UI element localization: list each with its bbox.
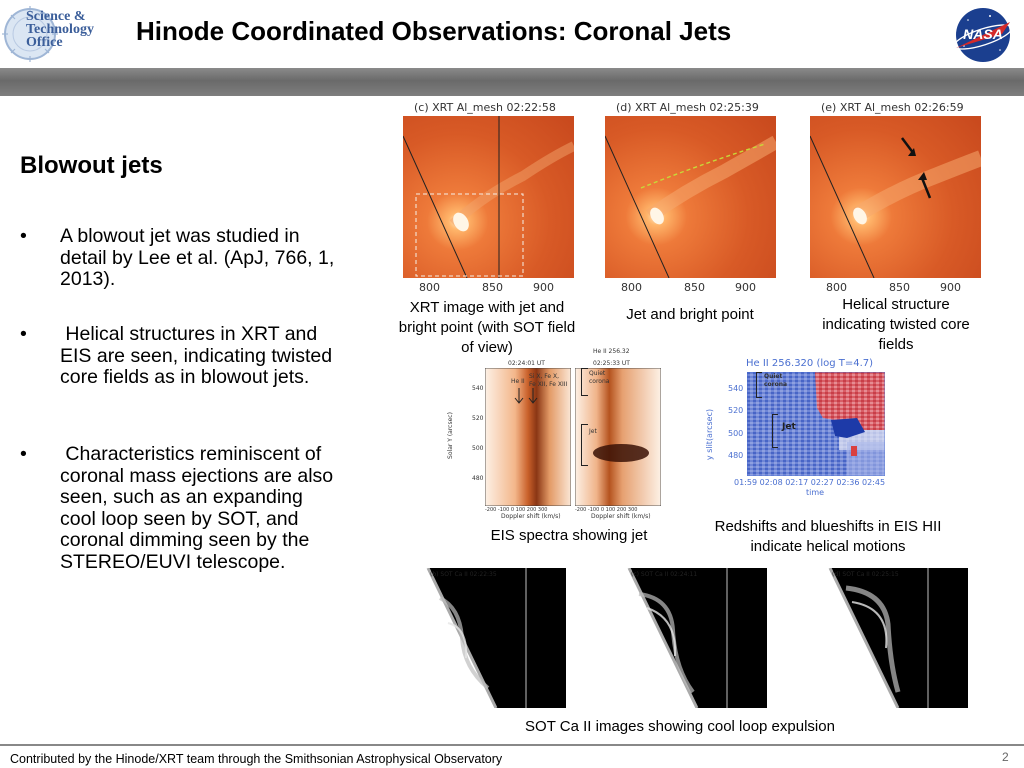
bullet-item: • A blowout jet was studied in detail by… (20, 225, 335, 296)
bullet-text: Helical structures in XRT and EIS are se… (60, 323, 338, 388)
heii-annot-jet: Jet (782, 422, 796, 432)
eis-annot-fe: Fe XII, Fe XIII (529, 381, 568, 388)
xrt-d-tick-900: 900 (735, 281, 756, 294)
eis-x-ticks-left: -200 -100 0 100 200 300 (485, 507, 548, 513)
eis-y-tick-480: 480 (472, 475, 484, 482)
logo-line2: Technology (26, 22, 94, 37)
heii-annot-quiet: Quiet (764, 373, 783, 380)
eis-caption: EIS spectra showing jet (490, 527, 648, 544)
footer-divider (0, 744, 1024, 746)
eis-spectrum-right (574, 367, 662, 507)
section-heading: Blowout jets (20, 152, 163, 179)
heii-annot-corona: corona (764, 381, 788, 388)
xrt-panel-c-label: (c) XRT Al_mesh 02:22:58 (414, 101, 556, 114)
xrt-d-tick-850: 850 (684, 281, 705, 294)
logo-line1: Science & (26, 9, 86, 24)
sot-image-c: (c) SOT Ca II 02:24:11 (589, 567, 767, 709)
sot-image-b: (b) SOT Ca II 02:22:35 (388, 567, 566, 709)
eis-x-label-left: Doppler shift (km/s) (501, 513, 561, 520)
eis-annot-heii: He II (511, 378, 525, 385)
eis-quiet-bracket (581, 368, 588, 396)
eis-right-time: 02:25:33 UT (593, 360, 630, 367)
eis-y-tick-520: 520 (472, 415, 484, 422)
heii-x-ticks: 01:59 02:08 02:17 02:27 02:36 02:45 (734, 478, 886, 487)
nasa-logo: NASA (950, 6, 1016, 64)
xrt-e-tick-800: 800 (826, 281, 847, 294)
science-technology-office-logo: Science & Technology Office (2, 2, 106, 64)
heii-jet-bracket (772, 414, 778, 448)
heii-y-tick-520: 520 (728, 406, 744, 415)
eis-annot-jet: Jet (589, 428, 597, 435)
bullet-text: Characteristics reminiscent of coronal m… (60, 443, 339, 573)
bullet-dot: • (20, 323, 27, 345)
heii-y-tick-500: 500 (728, 429, 744, 438)
header-bar (0, 68, 1024, 96)
eis-x-ticks-right: -200 -100 0 100 200 300 (575, 507, 638, 513)
sot-panel-c-label: (c) SOT Ca II 02:24:11 (631, 571, 698, 578)
eis-right-title: He II 256.32 (593, 348, 630, 355)
xrt-panel-d-label: (d) XRT Al_mesh 02:25:39 (616, 101, 759, 114)
eis-jet-bracket (581, 424, 588, 466)
bullet-item: • Helical structures in XRT and EIS are … (20, 323, 335, 416)
eis-annot-corona: corona (589, 378, 610, 385)
logo-line3: Office (26, 35, 63, 50)
eis-spectra-figure: 02:24:01 UT He II 256.32 02:25:33 UT Sol… (447, 348, 665, 520)
heii-quiet-bracket (756, 372, 762, 398)
bullet-dot: • (20, 443, 27, 465)
down-arrow-icon (513, 386, 543, 406)
xrt-c-tick-850: 850 (482, 281, 503, 294)
eis-annot-quiet: Quiet (589, 370, 606, 377)
heii-y-tick-480: 480 (728, 451, 744, 460)
heii-caption: Redshifts and blueshifts in EIS HII indi… (714, 518, 942, 555)
eis-y-tick-540: 540 (472, 385, 484, 392)
heii-y-label: y slit(arcsec) (705, 408, 715, 461)
bullet-item: • Characteristics reminiscent of coronal… (20, 443, 335, 624)
sot-panel-b-label: (b) SOT Ca II 02:22:35 (430, 571, 497, 578)
heii-doppler-figure: He II 256.320 (log T=4.7) y slit(arcsec)… (705, 358, 892, 500)
eis-spectrum-left (484, 367, 572, 507)
page-title: Hinode Coordinated Observations: Coronal… (136, 16, 732, 46)
xrt-c-tick-800: 800 (419, 281, 440, 294)
eis-annot-si: Si X, Fe X, (529, 373, 560, 380)
xrt-d-tick-800: 800 (621, 281, 642, 294)
sot-image-d: (d) SOT Ca II 02:25:15 (790, 567, 968, 709)
eis-y-tick-500: 500 (472, 445, 484, 452)
xrt-c-tick-900: 900 (533, 281, 554, 294)
xrt-image-c (402, 116, 577, 279)
heii-x-label: time (806, 488, 825, 497)
nasa-logo-text: NASA (963, 26, 1003, 42)
sot-panel-d-label: (d) SOT Ca II 02:25:15 (832, 571, 899, 578)
bullet-text: A blowout jet was studied in detail by L… (60, 225, 335, 290)
xrt-caption-c: XRT image with jet and bright point (wit… (398, 299, 576, 356)
footer-credit: Contributed by the Hinode/XRT team throu… (10, 752, 503, 766)
bullet-dot: • (20, 225, 27, 247)
heii-doppler-map (746, 371, 886, 477)
xrt-caption-e: Helical structure indicating twisted cor… (822, 296, 970, 353)
xrt-caption-d: Jet and bright point (626, 306, 754, 323)
xrt-panel-e-label: (e) XRT Al_mesh 02:26:59 (821, 101, 964, 114)
eis-y-label: Solar Y (arcsec) (446, 412, 454, 459)
xrt-image-d (604, 116, 780, 279)
sot-caption: SOT Ca II images showing cool loop expul… (525, 718, 835, 735)
heii-y-tick-540: 540 (728, 384, 744, 393)
xrt-e-tick-900: 900 (940, 281, 961, 294)
heii-title: He II 256.320 (log T=4.7) (746, 358, 874, 369)
xrt-e-tick-850: 850 (889, 281, 910, 294)
eis-x-label-right: Doppler shift (km/s) (591, 513, 651, 520)
page-number: 2 (1002, 750, 1009, 764)
xrt-image-e (809, 116, 984, 279)
eis-left-time: 02:24:01 UT (508, 360, 545, 367)
